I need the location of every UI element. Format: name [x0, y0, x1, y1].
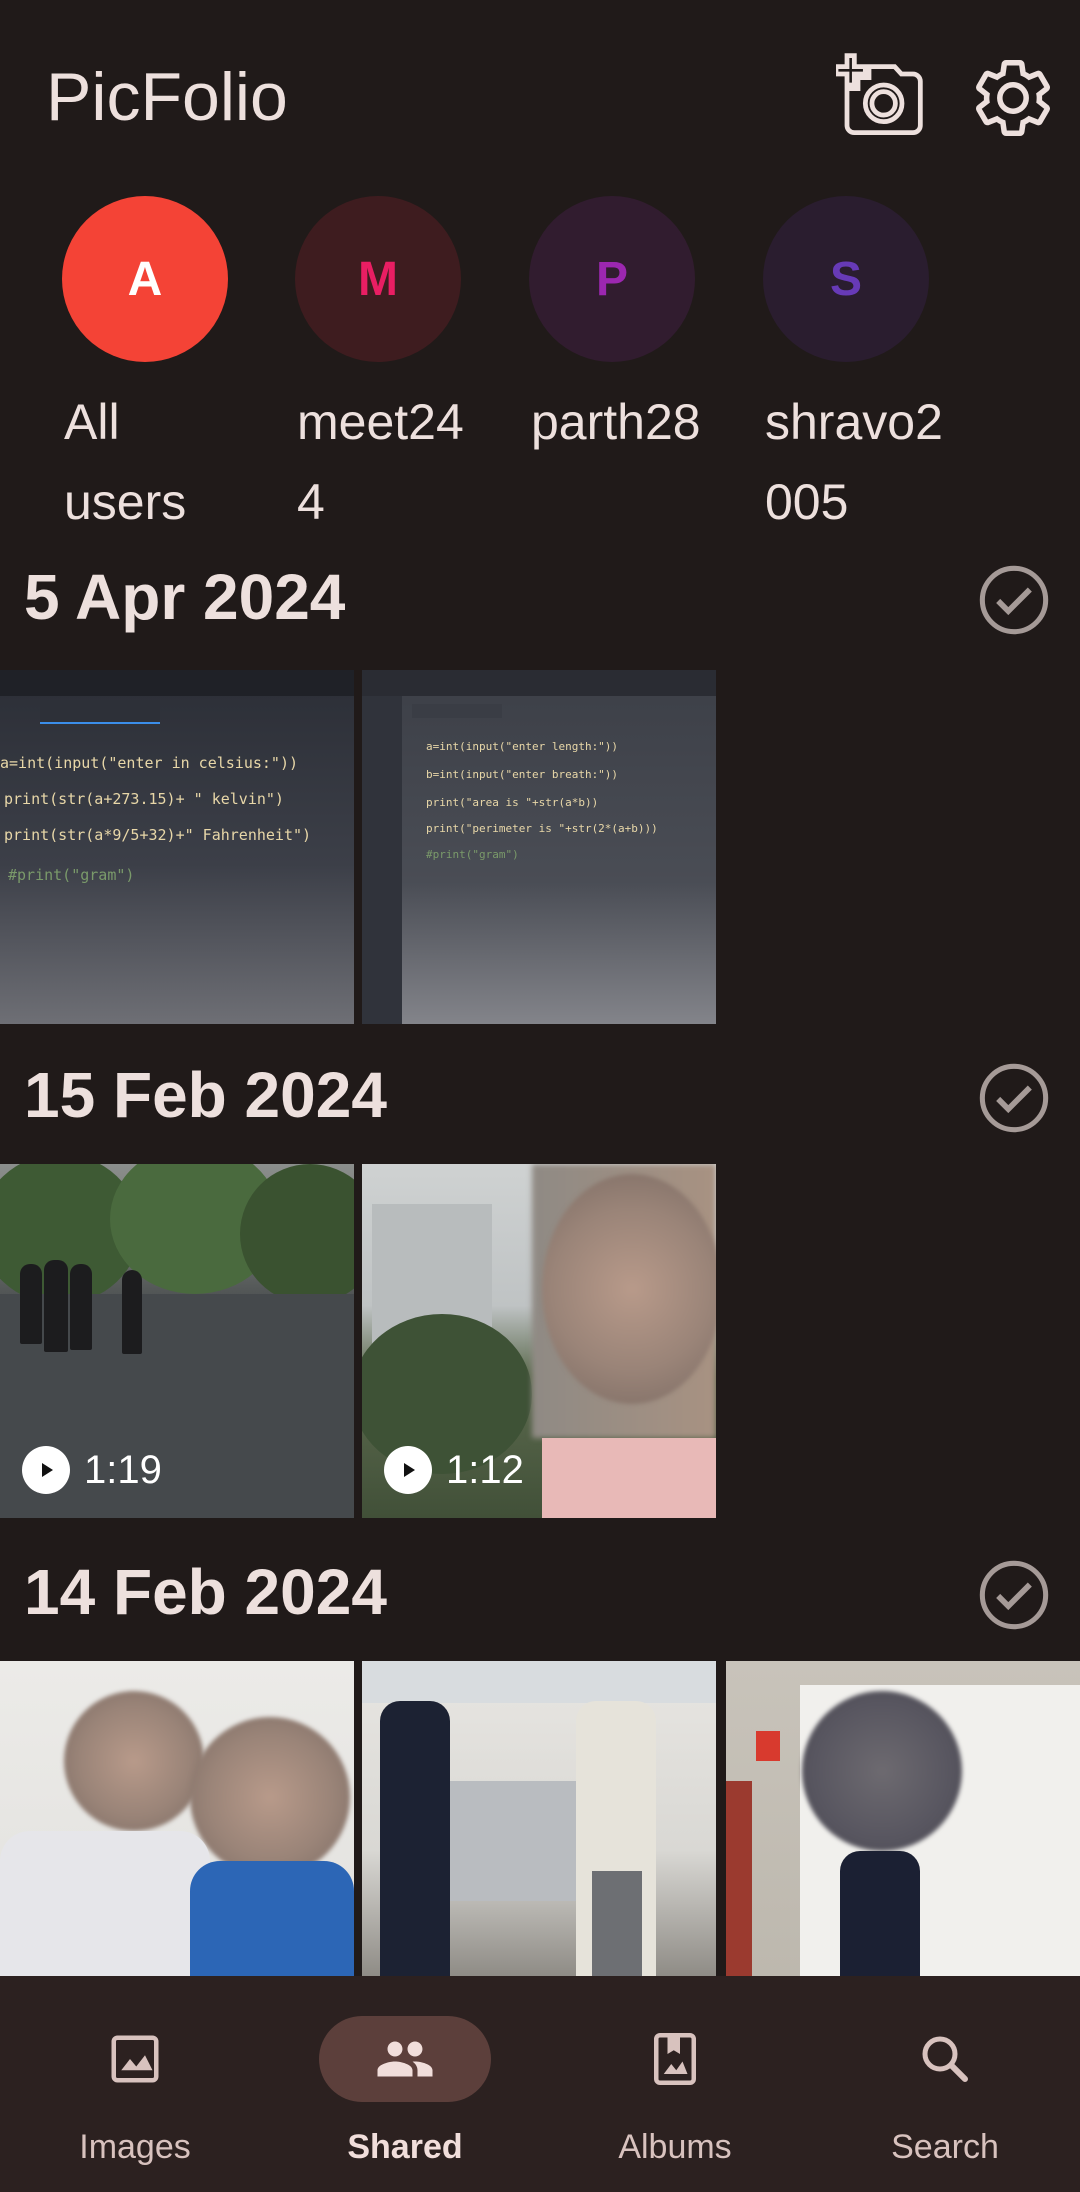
- add-photo-camera-icon: [836, 53, 923, 136]
- code-text: b=int(input("enter breath:")): [426, 768, 619, 781]
- bookmark-album-icon: [654, 2033, 696, 2085]
- app-header: PicFolio: [0, 0, 1080, 190]
- avatar-initial: M: [358, 252, 398, 306]
- date-section: 5 Apr 2024 a=int(input("enter in celsius…: [0, 550, 1080, 1024]
- avatar-initial: S: [829, 252, 862, 306]
- search-icon: [922, 2036, 968, 2082]
- play-icon: [22, 1446, 70, 1494]
- settings-button[interactable]: [963, 48, 1063, 148]
- video-thumbnail[interactable]: 1:12: [362, 1164, 716, 1518]
- video-duration: 1:12: [446, 1447, 524, 1492]
- nav-item-shared[interactable]: Shared: [270, 1976, 540, 2192]
- photo-thumbnail[interactable]: [726, 1661, 1080, 1976]
- image-icon: [111, 2035, 159, 2083]
- section-date-title: 15 Feb 2024: [24, 1059, 387, 1131]
- add-photo-button[interactable]: [830, 46, 930, 146]
- check-circle-icon[interactable]: [976, 1557, 1052, 1633]
- video-badge: 1:19: [22, 1446, 162, 1494]
- video-thumbnail[interactable]: 1:19: [0, 1164, 354, 1518]
- avatar-initial: P: [595, 252, 628, 306]
- nav-item-albums[interactable]: Albums: [540, 1976, 810, 2192]
- code-text: #print("gram"): [8, 866, 135, 884]
- user-label: meet244: [297, 394, 464, 530]
- code-text: a=int(input("enter in celsius:")): [0, 754, 299, 772]
- avatar: M: [295, 196, 461, 362]
- date-section: 14 Feb 2024: [0, 1545, 1080, 1976]
- photo-thumbnail[interactable]: [0, 1661, 354, 1976]
- nav-label: Albums: [618, 2128, 732, 2166]
- date-section: 15 Feb 2024 1:19 1:12: [0, 1048, 1080, 1518]
- photo-thumbnail[interactable]: a=int(input("enter length:")) b=int(inpu…: [362, 670, 716, 1024]
- play-icon: [384, 1446, 432, 1494]
- gear-icon: [976, 60, 1050, 136]
- avatar: S: [763, 196, 929, 362]
- code-text: print("perimeter is "+str(2*(a+b))): [426, 822, 658, 835]
- video-badge: 1:12: [384, 1446, 524, 1494]
- code-text: #print("gram"): [426, 848, 519, 861]
- code-text: print(str(a*9/5+32)+" Fahrenheit"): [4, 826, 312, 844]
- user-chip-shravo2005[interactable]: S shravo2005: [747, 196, 947, 536]
- user-label: parth28: [531, 394, 701, 450]
- check-circle-icon[interactable]: [976, 1060, 1052, 1136]
- code-text: print("area is "+str(a*b)): [426, 796, 599, 809]
- section-date-title: 5 Apr 2024: [24, 561, 346, 633]
- nav-label: Images: [79, 2128, 191, 2166]
- users-filter-row: A All users M meet244 P parth28 S shravo…: [0, 196, 1080, 536]
- avatar: P: [529, 196, 695, 362]
- section-date-title: 14 Feb 2024: [24, 1556, 387, 1628]
- photo-thumbnail[interactable]: [362, 1661, 716, 1976]
- bottom-navigation: Images Shared Albums Search: [0, 1976, 1080, 2192]
- code-text: print(str(a+273.15)+ " kelvin"): [4, 790, 284, 808]
- photo-thumbnail[interactable]: a=int(input("enter in celsius:")) print(…: [0, 670, 354, 1024]
- app-title: PicFolio: [46, 59, 288, 135]
- user-label: All users: [64, 394, 187, 530]
- nav-label: Shared: [347, 2128, 463, 2166]
- nav-item-images[interactable]: Images: [0, 1976, 270, 2192]
- check-circle-icon[interactable]: [976, 562, 1052, 638]
- user-chip-meet244[interactable]: M meet244: [279, 196, 479, 536]
- avatar: A: [62, 196, 228, 362]
- user-chip-parth28[interactable]: P parth28: [513, 196, 713, 536]
- nav-indicator-active: [319, 2016, 491, 2102]
- people-icon: [377, 2041, 433, 2077]
- avatar-initial: A: [127, 252, 163, 306]
- user-chip-all-users[interactable]: A All users: [46, 196, 246, 536]
- code-text: a=int(input("enter length:")): [426, 740, 619, 753]
- nav-item-search[interactable]: Search: [810, 1976, 1080, 2192]
- video-duration: 1:19: [84, 1447, 162, 1492]
- user-label: shravo2005: [765, 394, 943, 530]
- nav-label: Search: [891, 2128, 999, 2166]
